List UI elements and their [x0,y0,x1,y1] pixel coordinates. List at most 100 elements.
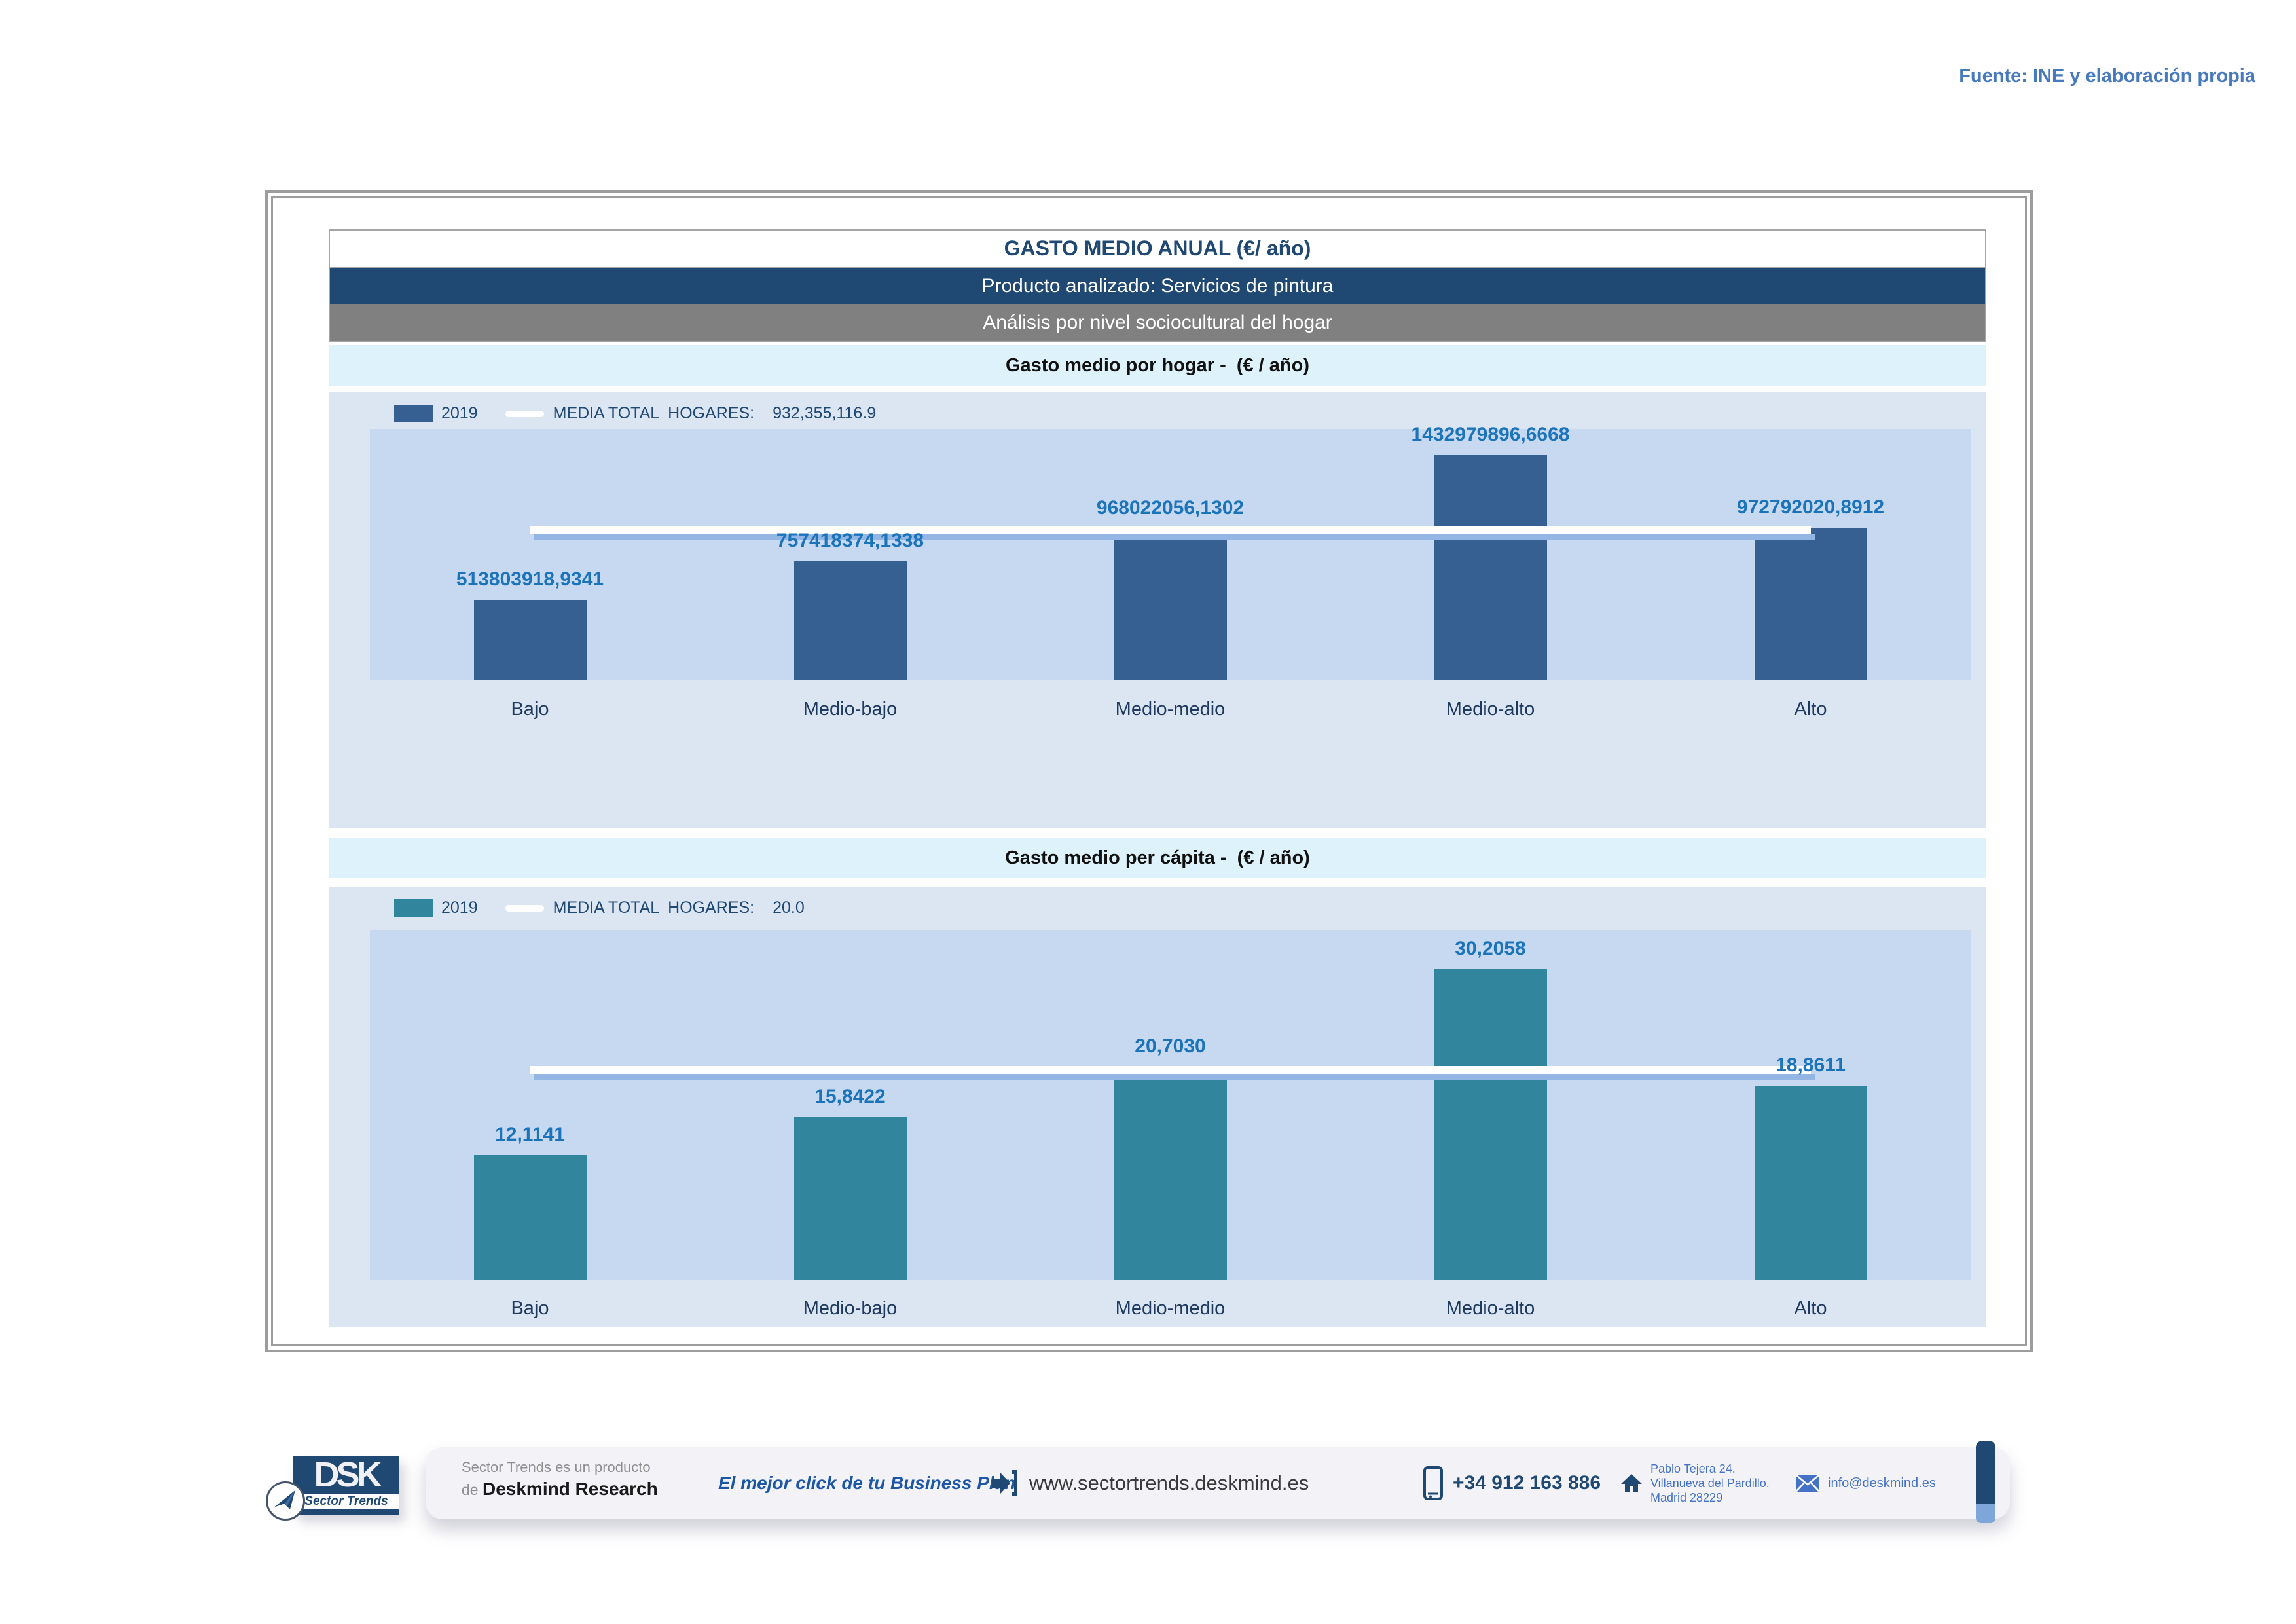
bar-slot: 12,1141 [370,930,690,1280]
bar [1754,527,1867,680]
dsk-logo-circle [266,1481,305,1521]
bar [473,599,587,680]
dsk-logo-box: DSK [293,1456,399,1494]
arrow-bracket-icon [992,1470,1017,1496]
chart-gasto-per-capita: 2019 MEDIA TOTAL HOGARES: 20.0 12,1141 1… [329,887,1986,1327]
legend-series-swatch [394,899,433,917]
footer-tagline: Sector Trends es un producto de Deskmind… [462,1459,658,1500]
bar [1114,1067,1227,1280]
legend-media-line-swatch [505,410,544,417]
bar-slots: 12,1141 15,8422 20,7030 30,2058 [370,930,1971,1280]
footer-address: Pablo Tejera 24. Villanueva del Pardillo… [1620,1447,1770,1519]
bar-slot: 968022056,1302 [1010,429,1330,680]
dsk-logo-base [293,1509,399,1515]
brand-name: Deskmind Research [482,1479,658,1499]
category-label: Bajo [511,699,549,720]
website-link[interactable]: www.sectortrends.deskmind.es [1029,1471,1309,1494]
envelope-icon [1796,1475,1819,1492]
report-frame-inner: GASTO MEDIO ANUAL (€/ año) Producto anal… [271,196,2027,1346]
address-line1: Pablo Tejera 24. [1650,1462,1736,1475]
bar [1754,1086,1867,1280]
footer-bar: Sector Trends es un producto de Deskmind… [426,1441,2010,1523]
bar-value-label: 20,7030 [1135,1035,1206,1058]
email-link[interactable]: info@deskmind.es [1828,1475,1936,1490]
bar-slot: 15,8422 [690,930,1010,1280]
category-label: Medio-bajo [803,699,898,720]
bar-value-label: 15,8422 [814,1085,886,1107]
bar-value-label: 968022056,1302 [1096,496,1245,519]
tagline-line2: de Deskmind Research [462,1479,658,1500]
bar-slot: 757418374,1338 [690,429,1010,680]
plot-area: 12,1141 15,8422 20,7030 30,2058 [370,930,1971,1280]
bar-slot: 30,2058 [1330,930,1650,1280]
section-title-capita: Gasto medio per cápita - (€ / año) [329,838,1986,878]
chart-gasto-por-hogar: 2019 MEDIA TOTAL HOGARES: 932,355,116.9 … [329,392,1986,828]
house-icon [1621,1474,1642,1492]
bar-slots: 513803918,9341 757418374,1338 968022056,… [370,424,1971,680]
tagline-prefix: de [462,1481,483,1498]
bar-slot: 972792020,8912 [1650,429,1971,680]
bar [793,1116,907,1280]
paper-plane-icon [274,1490,295,1510]
bar [473,1155,587,1280]
dsk-logo-strip: Sector Trends [293,1494,399,1509]
dsk-logo-subtext: Sector Trends [304,1494,388,1508]
legend-series-swatch [394,405,433,422]
phone-number: +34 912 163 886 [1453,1472,1601,1494]
bar-value-label: 972792020,8912 [1736,496,1885,518]
bar-value-label: 757418374,1338 [776,530,924,552]
chart-legend: 2019 MEDIA TOTAL HOGARES: 20.0 [394,898,805,917]
bar-value-label: 513803918,9341 [456,568,604,590]
bar-value-label: 1432979896,6668 [1411,424,1570,446]
report-header: GASTO MEDIO ANUAL (€/ año) Producto anal… [329,229,1986,342]
legend-series-label: 2019 [441,404,478,422]
address-line3: Madrid 28229 [1650,1491,1723,1504]
dsk-logo: DSK Sector Trends [266,1456,399,1521]
bar [1434,969,1547,1280]
media-line [530,1066,1815,1080]
bar [1434,455,1547,680]
legend-media-label: MEDIA TOTAL HOGARES: [553,404,755,422]
category-axis: Bajo Medio-bajo Medio-medio Medio-alto A… [370,699,1971,720]
legend-media-label: MEDIA TOTAL HOGARES: [553,898,755,917]
section-title-hogar: Gasto medio por hogar - (€ / año) [329,345,1986,386]
plot-area: 513803918,9341 757418374,1338 968022056,… [370,424,1971,680]
category-label: Medio-medio [1115,699,1226,720]
footer-website: www.sectortrends.deskmind.es [990,1447,1309,1519]
category-label: Medio-alto [1446,1298,1535,1319]
bar-slot: 1432979896,6668 [1330,424,1650,680]
chart-legend: 2019 MEDIA TOTAL HOGARES: 932,355,116.9 [394,404,876,423]
legend-media-value: 932,355,116.9 [773,404,877,422]
dsk-logo-text: DSK [314,1455,382,1494]
footer-email: info@deskmind.es [1795,1447,1936,1519]
legend-media-value: 20.0 [773,898,805,917]
address-line2: Villanueva del Pardillo. [1650,1477,1770,1490]
address-lines: Pablo Tejera 24. Villanueva del Pardillo… [1650,1462,1770,1505]
product-banner: Producto analizado: Servicios de pintura [330,268,1985,304]
footer-phone: +34 912 163 886 [1423,1447,1601,1519]
bar-slot: 18,8611 [1650,930,1971,1280]
media-line [530,526,1815,540]
category-label: Medio-alto [1446,699,1535,720]
category-label: Medio-medio [1115,1298,1226,1319]
bar-value-label: 18,8611 [1776,1054,1846,1077]
analysis-banner: Análisis por nivel sociocultural del hog… [330,304,1985,341]
bar [1114,528,1227,680]
legend-series-label: 2019 [441,898,478,917]
bar-value-label: 30,2058 [1455,937,1526,959]
category-label: Medio-bajo [803,1298,898,1319]
category-axis: Bajo Medio-bajo Medio-medio Medio-alto A… [370,1298,1971,1320]
bar-value-label: 12,1141 [495,1124,565,1146]
category-label: Alto [1794,699,1827,720]
footer-slogan: El mejor click de tu Business Plan [718,1473,1016,1493]
category-label: Bajo [511,1298,549,1319]
category-label: Alto [1794,1298,1827,1319]
report-frame: GASTO MEDIO ANUAL (€/ año) Producto anal… [265,190,2033,1352]
report-title: GASTO MEDIO ANUAL (€/ año) [330,231,1985,268]
bar-slot: 20,7030 [1010,930,1330,1280]
bar-slot: 513803918,9341 [370,429,690,680]
tagline-line1: Sector Trends es un producto [462,1459,651,1475]
phone-icon [1423,1466,1443,1500]
bookmark-ribbon [1976,1441,1995,1523]
